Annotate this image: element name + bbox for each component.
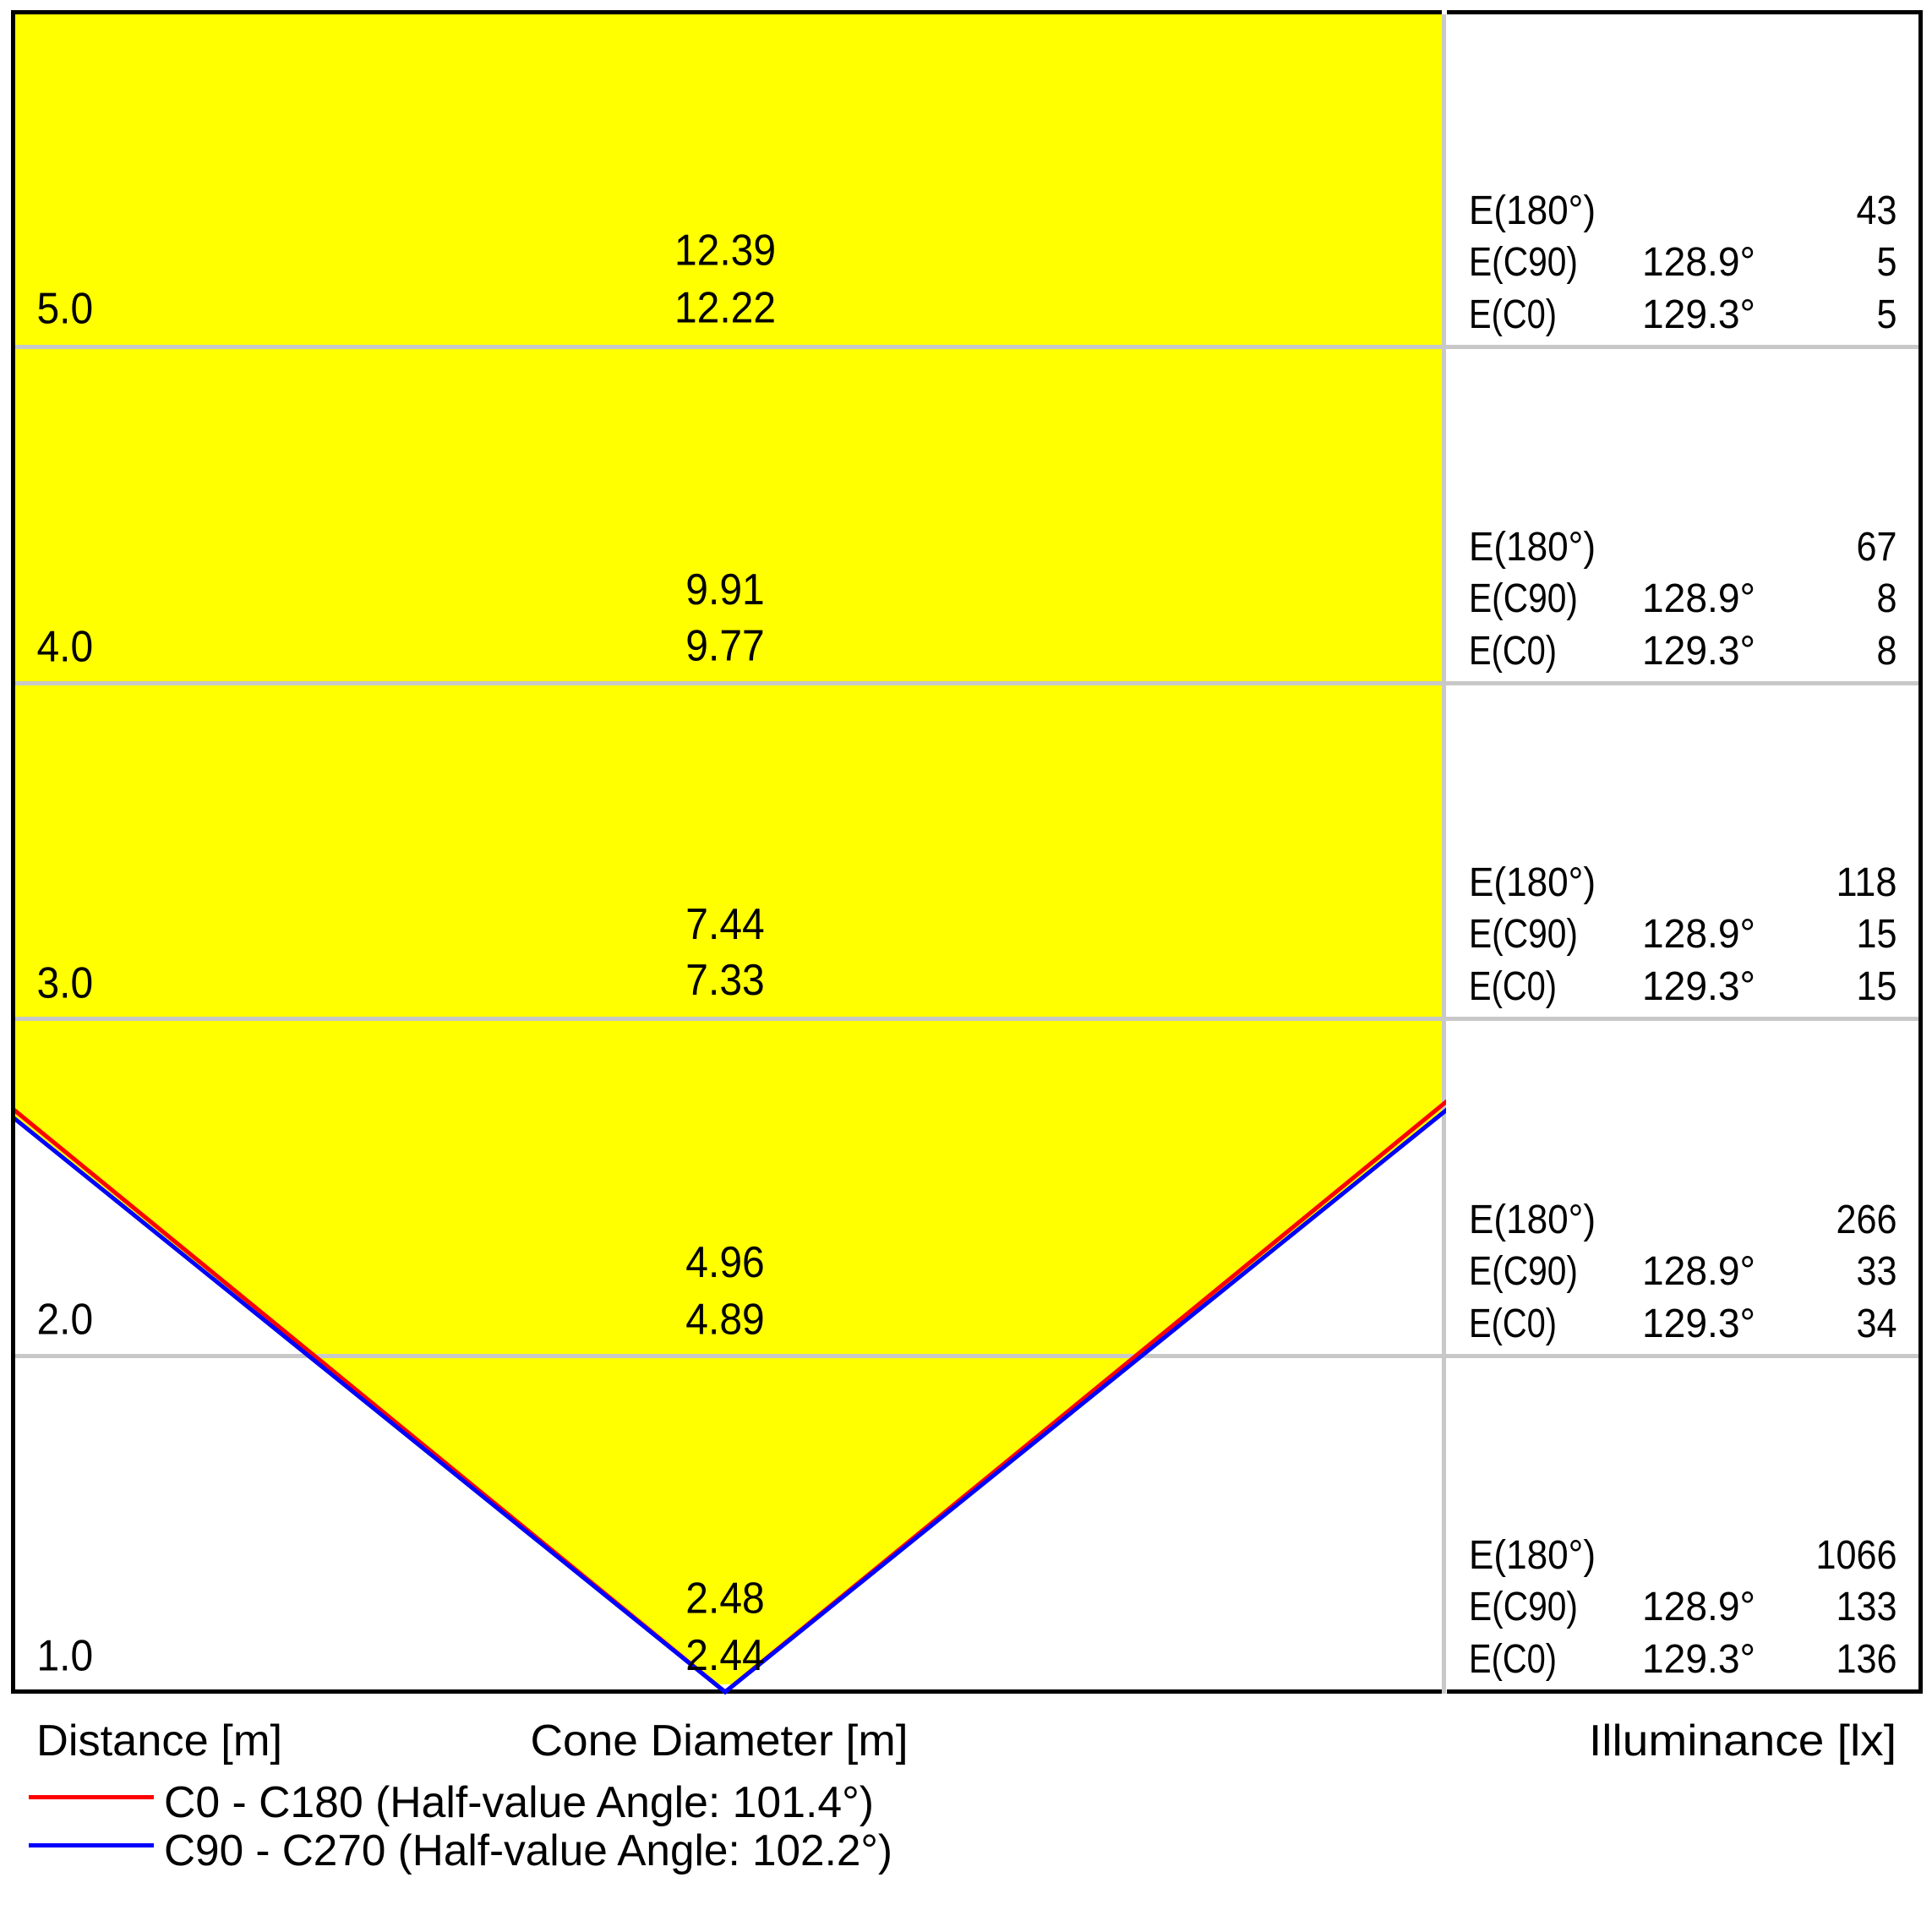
svg-text:2.48: 2.48 bbox=[685, 1575, 764, 1624]
svg-text:E(180°): E(180°) bbox=[1469, 1533, 1596, 1578]
svg-text:118: 118 bbox=[1836, 860, 1897, 905]
svg-text:8: 8 bbox=[1877, 576, 1897, 621]
svg-text:1066: 1066 bbox=[1816, 1533, 1897, 1578]
svg-text:5: 5 bbox=[1877, 292, 1897, 337]
svg-text:E(C90): E(C90) bbox=[1469, 1585, 1578, 1629]
svg-text:E(C0): E(C0) bbox=[1469, 1302, 1557, 1346]
svg-text:15: 15 bbox=[1857, 964, 1897, 1009]
svg-text:E(C90): E(C90) bbox=[1469, 1249, 1578, 1294]
svg-text:C0 - C180 (Half-value Angle: 1: C0 - C180 (Half-value Angle: 101.4°) bbox=[164, 1778, 874, 1827]
svg-text:E(180°): E(180°) bbox=[1469, 188, 1596, 233]
svg-text:129.3°: 129.3° bbox=[1642, 292, 1755, 337]
svg-text:43: 43 bbox=[1857, 188, 1897, 233]
svg-text:34: 34 bbox=[1857, 1302, 1897, 1346]
svg-text:9.91: 9.91 bbox=[685, 565, 764, 614]
svg-text:2.0: 2.0 bbox=[37, 1296, 94, 1345]
svg-text:5.0: 5.0 bbox=[37, 285, 94, 334]
svg-text:Cone Diameter [m]: Cone Diameter [m] bbox=[531, 1716, 909, 1766]
svg-text:12.22: 12.22 bbox=[674, 284, 776, 333]
svg-text:7.33: 7.33 bbox=[685, 956, 764, 1005]
svg-text:33: 33 bbox=[1857, 1249, 1897, 1294]
svg-text:5: 5 bbox=[1877, 240, 1897, 285]
svg-text:E(C90): E(C90) bbox=[1469, 576, 1578, 621]
svg-text:266: 266 bbox=[1836, 1198, 1897, 1242]
svg-text:128.9°: 128.9° bbox=[1642, 1585, 1755, 1629]
svg-text:E(C0): E(C0) bbox=[1469, 964, 1557, 1009]
svg-text:128.9°: 128.9° bbox=[1642, 912, 1755, 957]
svg-text:C90 - C270 (Half-value Angle:: C90 - C270 (Half-value Angle: 102.2°) bbox=[164, 1826, 892, 1875]
svg-text:133: 133 bbox=[1836, 1585, 1897, 1629]
svg-text:E(C0): E(C0) bbox=[1469, 1637, 1557, 1682]
svg-text:E(C0): E(C0) bbox=[1469, 629, 1557, 674]
svg-text:E(180°): E(180°) bbox=[1469, 860, 1596, 905]
svg-text:E(180°): E(180°) bbox=[1469, 525, 1596, 570]
svg-text:Distance [m]: Distance [m] bbox=[36, 1716, 282, 1766]
svg-text:15: 15 bbox=[1857, 912, 1897, 957]
svg-text:Illuminance [lx]: Illuminance [lx] bbox=[1589, 1716, 1897, 1766]
svg-text:E(180°): E(180°) bbox=[1469, 1198, 1596, 1242]
svg-text:1.0: 1.0 bbox=[37, 1632, 94, 1681]
svg-text:E(C90): E(C90) bbox=[1469, 912, 1578, 957]
svg-text:7.44: 7.44 bbox=[685, 900, 764, 949]
svg-text:4.96: 4.96 bbox=[685, 1238, 764, 1287]
svg-text:129.3°: 129.3° bbox=[1642, 1302, 1755, 1346]
svg-text:E(C0): E(C0) bbox=[1469, 292, 1557, 337]
svg-text:2.44: 2.44 bbox=[685, 1631, 764, 1680]
svg-text:129.3°: 129.3° bbox=[1642, 964, 1755, 1009]
svg-text:9.77: 9.77 bbox=[685, 622, 764, 671]
svg-text:12.39: 12.39 bbox=[674, 226, 776, 276]
svg-text:129.3°: 129.3° bbox=[1642, 1637, 1755, 1682]
svg-text:129.3°: 129.3° bbox=[1642, 629, 1755, 674]
svg-text:4.89: 4.89 bbox=[685, 1296, 764, 1345]
svg-text:136: 136 bbox=[1836, 1637, 1897, 1682]
svg-text:128.9°: 128.9° bbox=[1642, 576, 1755, 621]
svg-text:128.9°: 128.9° bbox=[1642, 1249, 1755, 1294]
svg-text:4.0: 4.0 bbox=[37, 623, 94, 672]
svg-text:E(C90): E(C90) bbox=[1469, 240, 1578, 285]
svg-text:128.9°: 128.9° bbox=[1642, 240, 1755, 285]
svg-text:67: 67 bbox=[1857, 525, 1897, 570]
svg-text:3.0: 3.0 bbox=[37, 959, 94, 1008]
svg-text:8: 8 bbox=[1877, 629, 1897, 674]
